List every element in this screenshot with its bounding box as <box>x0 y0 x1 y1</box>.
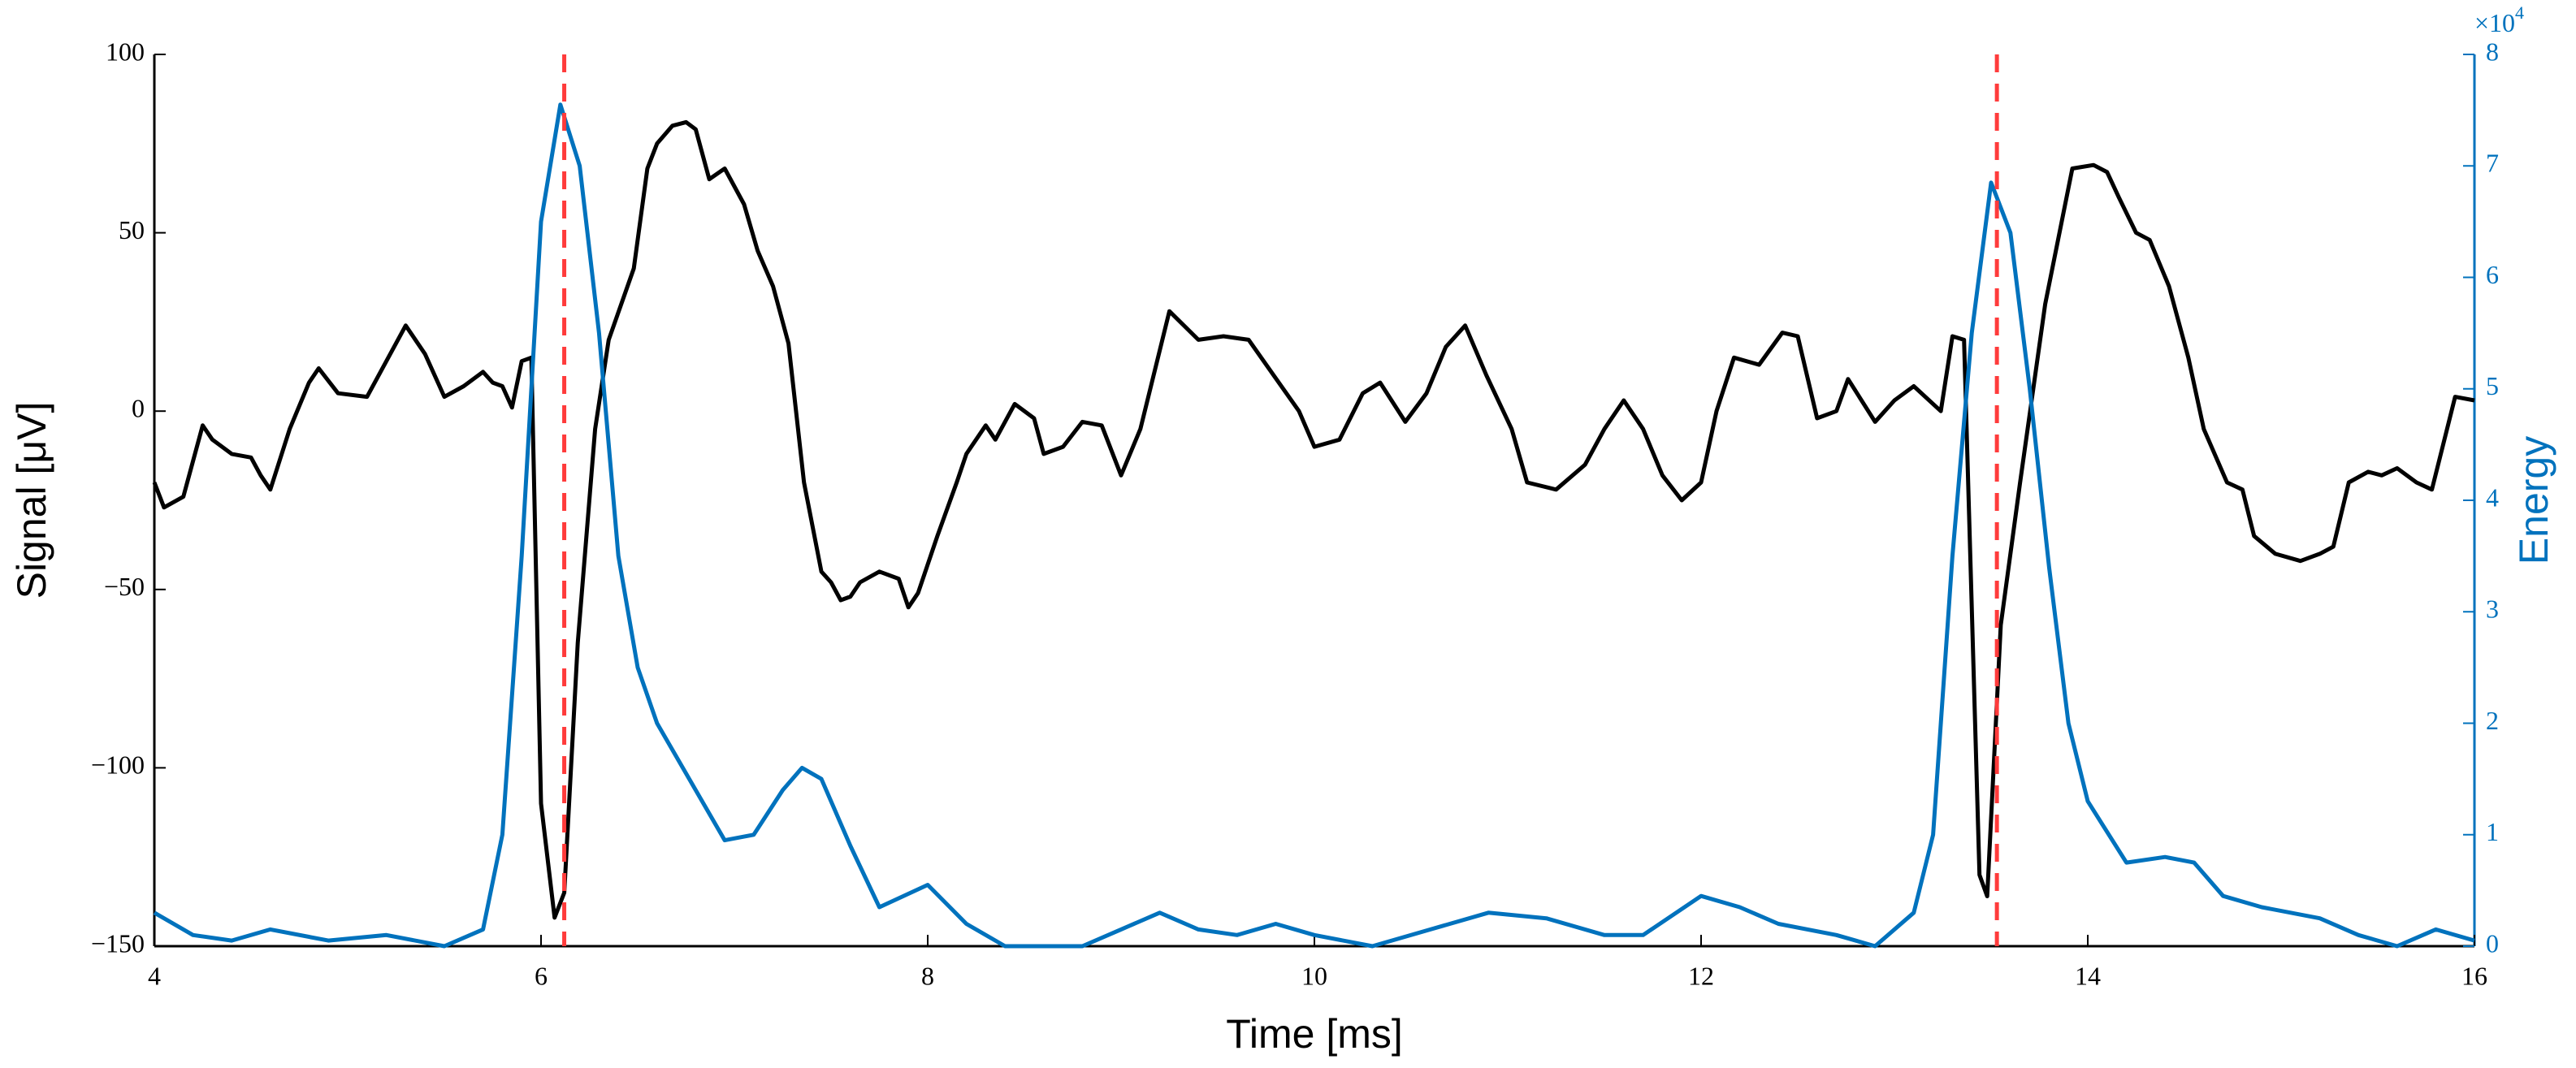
y-tick-label: 50 <box>119 215 145 244</box>
y2-axis-label: Energy <box>2511 436 2557 564</box>
x-tick-label: 14 <box>2075 961 2101 990</box>
series-line <box>153 102 2475 949</box>
x-tick-label: 4 <box>148 961 161 990</box>
y2-tick-label: 0 <box>2486 928 2499 958</box>
y-tick-label: 100 <box>106 37 145 66</box>
y2-tick-label: 7 <box>2486 149 2499 178</box>
x-axis-label: Time [ms] <box>1226 1011 1403 1057</box>
y2-multiplier: ×104 <box>2474 2 2524 37</box>
y2-tick-label: 1 <box>2486 817 2499 846</box>
y2-tick-label: 8 <box>2486 37 2499 66</box>
y2-tick-label: 4 <box>2486 482 2499 512</box>
y-axis-label: Signal [μV] <box>9 402 54 599</box>
series-line <box>152 119 2475 920</box>
multiplier-power: 4 <box>2515 2 2524 23</box>
multiplier-base: ×10 <box>2474 8 2515 37</box>
y-tick-label: −150 <box>91 928 145 958</box>
x-tick-label: 10 <box>1301 961 1327 990</box>
x-tick-label: 8 <box>921 961 934 990</box>
y-tick-label: −100 <box>91 750 145 780</box>
y2-tick-label: 2 <box>2486 706 2499 735</box>
y2-tick-label: 3 <box>2486 595 2499 624</box>
y-tick-label: 0 <box>132 394 145 423</box>
y2-tick-label: 5 <box>2486 371 2499 400</box>
x-tick-label: 12 <box>1688 961 1714 990</box>
y-tick-label: −50 <box>104 572 145 601</box>
y2-tick-label: 6 <box>2486 260 2499 289</box>
x-tick-label: 6 <box>535 961 548 990</box>
x-tick-label: 16 <box>2461 961 2487 990</box>
